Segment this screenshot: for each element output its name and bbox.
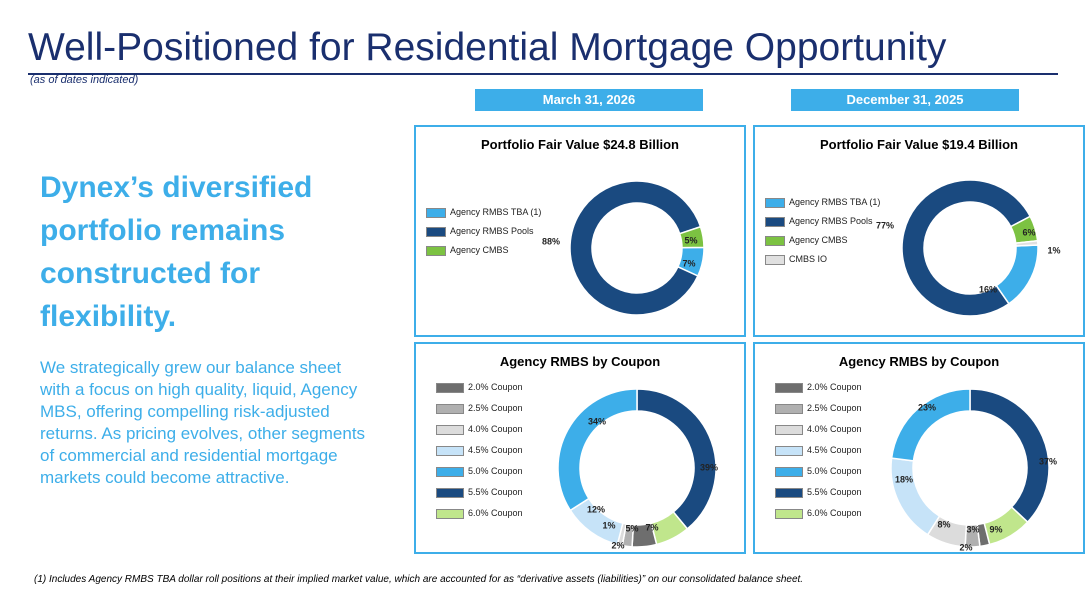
legend-swatch	[765, 217, 785, 227]
slice-5-5-coupon	[969, 388, 1050, 524]
date-banner-left: March 31, 2026	[475, 89, 703, 111]
slice-agency-rmbs-pools	[569, 180, 702, 316]
data-label-5-5-coupon: 37%	[1039, 456, 1057, 466]
legend-label: CMBS IO	[789, 254, 828, 264]
slice-5-0-coupon	[557, 388, 638, 512]
legend-swatch	[775, 488, 803, 498]
legend-swatch	[775, 383, 803, 393]
slice-agency-cmbs	[678, 225, 705, 249]
data-label-agency-rmbs-tba-1: 7%	[682, 258, 695, 268]
legend-label: 4.0% Coupon	[807, 424, 862, 434]
legend-swatch	[436, 509, 464, 519]
legend-label: Agency CMBS	[789, 235, 848, 245]
chart-title: Portfolio Fair Value $24.8 Billion	[481, 137, 679, 152]
slice-5-0-coupon	[890, 388, 971, 462]
legend-swatch	[775, 467, 803, 477]
chart-panel-coupon-december: Agency RMBS by Coupon 2.0% Coupon 2.5% Co…	[753, 342, 1085, 554]
legend-label: 2.0% Coupon	[807, 382, 862, 392]
legend-swatch	[436, 404, 464, 414]
legend-label: Agency RMBS TBA (1)	[789, 197, 881, 207]
legend-label: 6.0% Coupon	[468, 508, 523, 518]
legend-swatch	[436, 488, 464, 498]
legend-label: Agency RMBS TBA (1)	[450, 207, 542, 217]
data-label-4-5-coupon: 18%	[895, 474, 913, 484]
data-label-2-0-coupon: 5%	[625, 523, 638, 533]
data-label-6-0-coupon: 9%	[989, 524, 1002, 534]
data-label-5-0-coupon: 34%	[588, 416, 606, 426]
data-label-2-5-coupon: 2%	[611, 540, 624, 550]
data-label-agency-rmbs-tba-1: 16%	[979, 284, 997, 294]
slice-4-5-coupon	[890, 457, 941, 536]
legend-swatch	[775, 404, 803, 414]
legend-label: Agency RMBS Pools	[789, 216, 873, 226]
data-label-4-5-coupon: 12%	[587, 504, 605, 514]
body-paragraph: We strategically grew our balance sheet …	[40, 358, 366, 487]
legend-label: 2.0% Coupon	[468, 382, 523, 392]
chart-title: Agency RMBS by Coupon	[838, 354, 1000, 369]
legend-swatch	[436, 467, 464, 477]
legend-label: 6.0% Coupon	[807, 508, 862, 518]
data-label-agency-cmbs: 5%	[684, 235, 697, 245]
donut-chart: 16% 77% 6% 1%	[876, 179, 1061, 317]
legend-label: 5.0% Coupon	[468, 466, 523, 476]
chart-title: Agency RMBS by Coupon	[499, 354, 661, 369]
legend-label: 5.5% Coupon	[468, 487, 523, 497]
chart-title: Portfolio Fair Value $19.4 Billion	[820, 137, 1018, 152]
legend-label: 2.5% Coupon	[807, 403, 862, 413]
data-label-2-5-coupon: 3%	[966, 524, 979, 534]
slice-5-5-coupon	[636, 388, 717, 530]
legend-label: Agency RMBS Pools	[450, 226, 534, 236]
donut-chart: 39% 7% 5%2% 1% 12% 34%	[557, 388, 718, 550]
legend-swatch	[775, 509, 803, 519]
legend-label: 5.5% Coupon	[807, 487, 862, 497]
title-divider	[28, 73, 1058, 75]
legend-swatch	[436, 425, 464, 435]
chart-panel-fair-value-december: Portfolio Fair Value $19.4 Billion Agenc…	[753, 125, 1085, 337]
data-label-6-0-coupon: 7%	[645, 522, 658, 532]
legend-swatch	[426, 227, 446, 237]
legend-swatch	[765, 236, 785, 246]
legend-label: 2.5% Coupon	[468, 403, 523, 413]
legend-swatch	[426, 246, 446, 256]
legend-label: 5.0% Coupon	[807, 466, 862, 476]
page-title: Well-Positioned for Residential Mortgage…	[28, 26, 947, 69]
data-label-5-5-coupon: 39%	[700, 462, 718, 472]
chart-panel-coupon-march: Agency RMBS by Coupon 2.0% Coupon 2.5% Co…	[414, 342, 746, 554]
legend-swatch	[436, 446, 464, 456]
data-label-cmbs-io: 1%	[1047, 245, 1060, 255]
data-label-4-0-coupon: 1%	[602, 520, 615, 530]
data-label-agency-cmbs: 6%	[1022, 227, 1035, 237]
data-label-agency-rmbs-pools: 88%	[542, 236, 560, 246]
slice-cmbs-io	[1014, 239, 1039, 247]
legend-label: 4.5% Coupon	[807, 445, 862, 455]
slice-agency-rmbs-pools	[901, 179, 1032, 317]
donut-chart: 7% 88% 5%	[542, 180, 705, 316]
data-label-agency-rmbs-pools: 77%	[876, 220, 894, 230]
chart-panel-fair-value-march: Portfolio Fair Value $24.8 Billion Agenc…	[414, 125, 746, 337]
legend-swatch	[775, 446, 803, 456]
legend-swatch	[765, 255, 785, 265]
data-label-2-0-coupon: 2%	[959, 542, 972, 552]
data-label-5-0-coupon: 23%	[918, 402, 936, 412]
headline: Dynex’s diversified portfolio remains co…	[40, 171, 313, 333]
date-banner-right: December 31, 2025	[791, 89, 1019, 111]
data-label-4-0-coupon: 8%	[937, 519, 950, 529]
legend-swatch	[775, 425, 803, 435]
legend-swatch	[426, 208, 446, 218]
footnote: (1) Includes Agency RMBS TBA dollar roll…	[34, 574, 804, 585]
page-subtitle: (as of dates indicated)	[30, 74, 139, 86]
legend-swatch	[436, 383, 464, 393]
legend-label: 4.0% Coupon	[468, 424, 523, 434]
legend-label: 4.5% Coupon	[468, 445, 523, 455]
donut-chart: 37% 9% 2% 3% 8% 18% 23%	[890, 388, 1057, 552]
legend-label: Agency CMBS	[450, 245, 509, 255]
legend-swatch	[765, 198, 785, 208]
